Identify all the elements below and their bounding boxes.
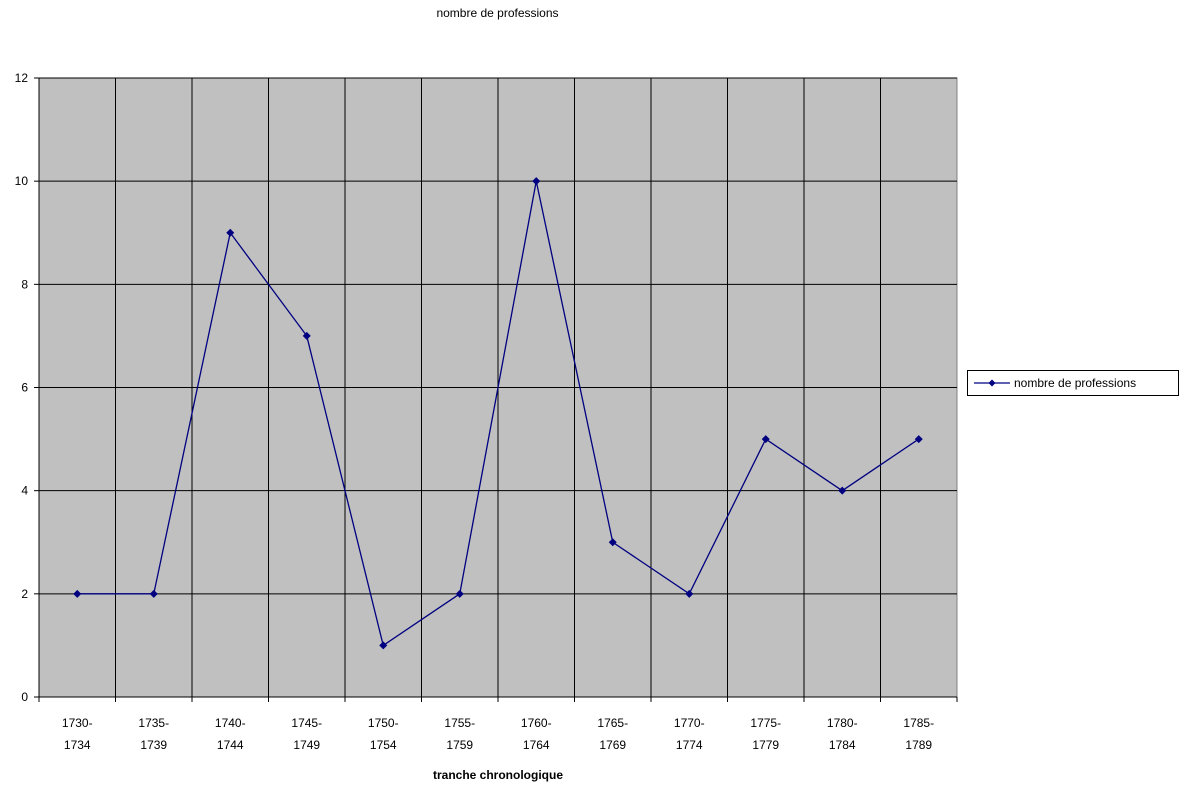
data-point	[608, 538, 617, 547]
data-point	[761, 435, 770, 444]
y-tick-label: 0	[21, 690, 28, 704]
data-point	[455, 589, 464, 598]
x-tick-label: 1745-1749	[291, 716, 323, 752]
x-tick-label: 1780-1784	[826, 716, 858, 752]
x-tick-label: 1765-1769	[597, 716, 629, 752]
x-tick-label: 1730-1734	[61, 716, 93, 752]
x-tick-label: 1760-1764	[520, 716, 552, 752]
y-tick-label: 6	[21, 381, 28, 395]
y-tick-label: 12	[15, 71, 29, 85]
data-point	[226, 228, 235, 237]
data-point	[838, 486, 847, 495]
chart-title: nombre de professions	[436, 6, 559, 20]
data-point	[73, 589, 82, 598]
y-tick-label: 2	[21, 587, 28, 601]
data-point	[914, 435, 923, 444]
y-tick-label: 10	[15, 174, 29, 188]
data-point	[532, 177, 541, 186]
y-tick-label: 4	[21, 484, 28, 498]
data-point	[685, 589, 694, 598]
x-axis-title: tranche chronologique	[432, 768, 563, 782]
x-tick-label: 1770-1774	[673, 716, 705, 752]
x-tick-label: 1750-1754	[367, 716, 399, 752]
x-tick-label: 1735-1739	[138, 716, 170, 752]
y-tick-label: 8	[21, 277, 28, 291]
data-point	[379, 641, 388, 650]
legend-symbol	[974, 379, 1010, 387]
x-tick-label: 1775-1779	[750, 716, 782, 752]
data-line	[77, 181, 920, 647]
data-point	[149, 589, 158, 598]
data-point	[302, 331, 311, 340]
legend: nombre de professions	[967, 370, 1179, 396]
legend-label: nombre de professions	[1014, 376, 1137, 390]
x-tick-label: 1740-1744	[214, 716, 246, 752]
x-tick-label: 1785-1789	[903, 716, 935, 752]
x-tick-label: 1755-1759	[444, 716, 476, 752]
